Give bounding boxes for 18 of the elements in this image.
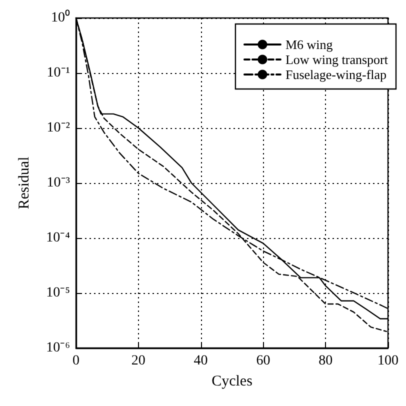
x-tick-label: 0 — [72, 354, 80, 368]
x-axis-title: Cycles — [212, 374, 253, 390]
y-tick-label: 10⁻⁶ — [46, 340, 70, 356]
y-tick-label: 10⁻⁵ — [46, 286, 70, 300]
legend-label: M6 wing — [285, 37, 334, 52]
x-tick-label: 20 — [131, 354, 146, 368]
y-tick-label: 10⁻¹ — [46, 66, 70, 80]
y-tick-label: 10⁻³ — [46, 176, 70, 190]
x-tick-label: 100 — [378, 354, 398, 368]
y-tick-label: 10⁻² — [46, 120, 70, 136]
legend-label: Fuselage-wing-flap — [285, 67, 387, 82]
x-tick-label: 80 — [318, 354, 333, 368]
y-tick-label: 10⁻⁴ — [46, 230, 70, 246]
y-tick-label: 10⁰ — [51, 10, 70, 26]
y-axis-title: Residual — [16, 156, 32, 210]
x-tick-label: 60 — [256, 354, 270, 368]
legend-label: Low wing transport — [285, 52, 388, 67]
x-tick-label: 40 — [194, 354, 208, 368]
